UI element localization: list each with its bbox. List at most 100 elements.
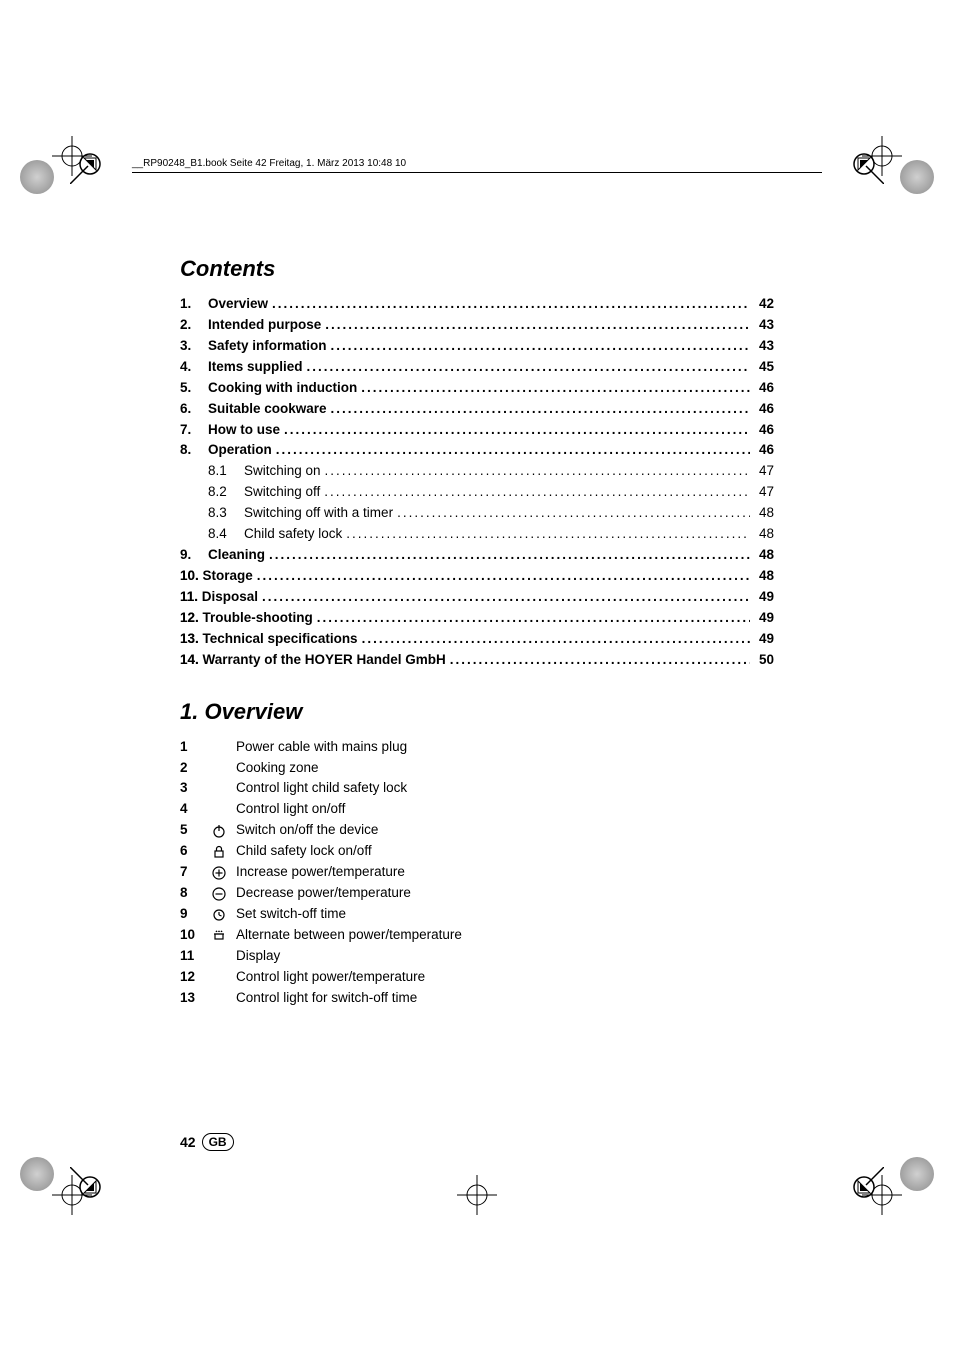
registration-mark — [457, 1175, 497, 1215]
toc-page: 50 — [750, 650, 774, 671]
overview-row: 6Child safety lock on/off — [180, 841, 774, 862]
overview-number: 8 — [180, 883, 212, 904]
crop-arrow — [848, 1162, 884, 1203]
toc-page: 48 — [750, 524, 774, 545]
overview-description: Control light child safety lock — [236, 778, 407, 799]
toc-page: 48 — [750, 545, 774, 566]
crop-arrow — [848, 148, 884, 189]
toc-label: Items supplied — [208, 357, 303, 378]
toc-page: 43 — [750, 315, 774, 336]
toc-number: 5. — [180, 378, 208, 399]
toc-page: 47 — [750, 461, 774, 482]
page-footer: 42 GB — [180, 1133, 234, 1151]
toc-label: 12. Trouble-shooting — [180, 608, 313, 629]
overview-number: 7 — [180, 862, 212, 883]
toc-entry: 12.12. Trouble-shooting 49 — [180, 608, 774, 629]
toc-entry: 11.11. Disposal 49 — [180, 587, 774, 608]
crop-arrow — [70, 1162, 106, 1203]
crop-dot — [900, 160, 934, 194]
toc-entry: 7.How to use 46 — [180, 420, 774, 441]
page-body: Contents 1.Overview 422.Intended purpose… — [180, 256, 774, 1009]
overview-number: 5 — [180, 820, 212, 841]
toc-entry: 8.1Switching on 47 — [180, 461, 774, 482]
toc-leader — [327, 336, 750, 357]
toc-leader — [280, 420, 750, 441]
overview-number: 3 — [180, 778, 212, 799]
toc-label: Overview — [208, 294, 268, 315]
toc-label: Suitable cookware — [208, 399, 327, 420]
power-icon — [212, 824, 236, 838]
overview-description: Control light power/temperature — [236, 967, 425, 988]
toc-label: Switching off with a timer — [244, 503, 393, 524]
overview-description: Display — [236, 946, 280, 967]
toc-page: 47 — [750, 482, 774, 503]
overview-row: 4Control light on/off — [180, 799, 774, 820]
toc-leader — [321, 461, 750, 482]
header-rule — [132, 172, 822, 173]
overview-row: 8 Decrease power/temperature — [180, 883, 774, 904]
overview-number: 2 — [180, 758, 212, 779]
toc-entry: 13.13. Technical specifications 49 — [180, 629, 774, 650]
overview-row: 5Switch on/off the device — [180, 820, 774, 841]
toc-page: 49 — [750, 587, 774, 608]
toc-label: Cooking with induction — [208, 378, 357, 399]
toc-page: 48 — [750, 566, 774, 587]
toc-entry: 6.Suitable cookware 46 — [180, 399, 774, 420]
toc-leader — [327, 399, 750, 420]
overview-row: 13Control light for switch-off time — [180, 988, 774, 1009]
toc-label: Switching on — [244, 461, 321, 482]
toc-subnumber: 8.2 — [208, 482, 244, 503]
overview-row: 11 Display — [180, 946, 774, 967]
overview-row: 7 Increase power/temperature — [180, 862, 774, 883]
toc-entry: 3.Safety information 43 — [180, 336, 774, 357]
overview-description: Cooking zone — [236, 758, 319, 779]
toc-number: 1. — [180, 294, 208, 315]
plus-icon — [212, 866, 236, 880]
toc-label: 14. Warranty of the HOYER Handel GmbH — [180, 650, 446, 671]
toc-leader — [258, 587, 750, 608]
toc-label: Child safety lock — [244, 524, 342, 545]
toc-leader — [446, 650, 750, 671]
overview-description: Decrease power/temperature — [236, 883, 411, 904]
toc-page: 42 — [750, 294, 774, 315]
toc-number: 4. — [180, 357, 208, 378]
toc-entry: 1.Overview 42 — [180, 294, 774, 315]
timer-icon — [212, 907, 236, 921]
overview-description: Control light for switch-off time — [236, 988, 417, 1009]
toc-number: 3. — [180, 336, 208, 357]
crop-dot — [20, 160, 54, 194]
toc-label: 10. Storage — [180, 566, 253, 587]
toc-subnumber: 8.1 — [208, 461, 244, 482]
overview-section: 1. Overview 1Power cable with mains plug… — [180, 699, 774, 1009]
toc-number: 9. — [180, 545, 208, 566]
toc-leader — [268, 294, 750, 315]
overview-description: Control light on/off — [236, 799, 345, 820]
overview-number: 10 — [180, 925, 212, 946]
toc-page: 46 — [750, 378, 774, 399]
toc-leader — [253, 566, 750, 587]
toc-label: Switching off — [244, 482, 320, 503]
toc-number: 7. — [180, 420, 208, 441]
crop-dot — [20, 1157, 54, 1191]
toc-leader — [358, 629, 750, 650]
toc-leader — [321, 315, 750, 336]
toc-entry: 4.Items supplied 45 — [180, 357, 774, 378]
overview-row: 10Alternate between power/temperature — [180, 925, 774, 946]
toc-entry: 8.3Switching off with a timer 48 — [180, 503, 774, 524]
table-of-contents: 1.Overview 422.Intended purpose 433.Safe… — [180, 294, 774, 671]
toc-label: 13. Technical specifications — [180, 629, 358, 650]
overview-row: 3 Control light child safety lock — [180, 778, 774, 799]
toc-page: 46 — [750, 420, 774, 441]
toc-entry: 5.Cooking with induction 46 — [180, 378, 774, 399]
toc-page: 48 — [750, 503, 774, 524]
overview-number: 9 — [180, 904, 212, 925]
toc-page: 46 — [750, 440, 774, 461]
toc-leader — [393, 503, 750, 524]
toc-entry: 8.2Switching off 47 — [180, 482, 774, 503]
country-badge: GB — [202, 1133, 234, 1151]
overview-number: 11 — [180, 946, 212, 967]
toc-leader — [313, 608, 750, 629]
toc-label: 11. Disposal — [180, 587, 258, 608]
overview-description: Increase power/temperature — [236, 862, 405, 883]
toc-entry: 10.10. Storage 48 — [180, 566, 774, 587]
